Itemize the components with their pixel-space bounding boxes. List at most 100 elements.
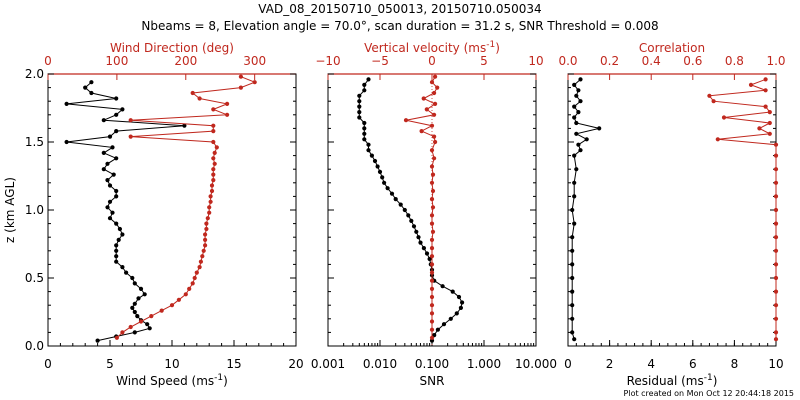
data-point bbox=[207, 205, 212, 210]
data-point bbox=[429, 278, 435, 283]
data-point bbox=[570, 289, 575, 294]
data-point bbox=[429, 180, 435, 185]
data-point bbox=[101, 167, 106, 172]
data-point bbox=[128, 324, 133, 330]
top-tick-label: 5 bbox=[480, 54, 488, 68]
x-axis-label-text: Residual (ms bbox=[627, 374, 704, 388]
data-point bbox=[418, 240, 423, 245]
data-point bbox=[183, 292, 188, 297]
data-point bbox=[176, 297, 181, 302]
x-tick-label: 5 bbox=[106, 357, 114, 371]
data-point bbox=[433, 74, 438, 79]
data-point bbox=[429, 237, 435, 242]
data-point bbox=[430, 229, 436, 234]
data-point bbox=[429, 246, 435, 251]
data-point bbox=[763, 104, 768, 109]
x-tick-label: 8 bbox=[731, 357, 739, 371]
data-point bbox=[116, 237, 121, 242]
x-axis-label: Residual (ms-1) bbox=[627, 373, 718, 388]
x-tick-label: 0.001 bbox=[311, 357, 345, 371]
data-point bbox=[398, 202, 403, 207]
x-axis-label-text: Wind Speed (ms bbox=[116, 374, 214, 388]
data-point bbox=[429, 164, 435, 169]
data-point bbox=[372, 158, 378, 164]
data-point bbox=[597, 126, 602, 131]
data-point bbox=[197, 96, 202, 101]
data-point bbox=[211, 178, 216, 183]
y-tick-label: 2.0 bbox=[25, 67, 44, 81]
top-tick-label: 300 bbox=[243, 54, 266, 68]
data-point bbox=[209, 183, 215, 188]
top-tick-label: 10 bbox=[528, 54, 543, 68]
data-point bbox=[110, 145, 115, 150]
top-axis-label: Vertical velocity (ms-1) bbox=[364, 40, 500, 55]
data-point bbox=[570, 262, 575, 267]
data-point bbox=[773, 303, 779, 308]
data-point bbox=[120, 330, 125, 335]
data-point bbox=[89, 80, 94, 85]
data-point bbox=[711, 99, 716, 104]
data-point bbox=[362, 137, 367, 142]
data-point bbox=[574, 120, 579, 126]
x-tick-label: 10 bbox=[768, 357, 783, 371]
x-axis-label-close: ) bbox=[713, 374, 718, 388]
top-tick-label: 0.6 bbox=[683, 54, 702, 68]
data-point bbox=[204, 221, 209, 226]
data-point bbox=[114, 221, 119, 226]
data-point bbox=[721, 115, 727, 120]
data-point bbox=[430, 172, 436, 177]
data-point bbox=[120, 232, 125, 237]
data-point bbox=[120, 107, 125, 112]
data-point bbox=[130, 275, 135, 281]
data-point bbox=[440, 284, 445, 289]
data-point bbox=[212, 161, 217, 166]
data-point bbox=[429, 311, 435, 316]
data-point bbox=[572, 194, 577, 199]
data-point bbox=[366, 148, 371, 153]
data-point bbox=[101, 118, 106, 123]
data-point bbox=[572, 221, 577, 226]
data-point bbox=[252, 80, 257, 85]
data-point bbox=[450, 289, 455, 294]
data-point bbox=[419, 129, 424, 134]
top-axis-label-exponent: -1 bbox=[486, 40, 495, 50]
data-point bbox=[427, 256, 432, 262]
data-point bbox=[432, 134, 437, 139]
data-point bbox=[375, 164, 380, 169]
data-point bbox=[114, 188, 119, 194]
data-point bbox=[773, 262, 779, 267]
data-point bbox=[211, 172, 216, 177]
x-axis-label: Wind Speed (ms-1) bbox=[116, 373, 228, 388]
data-point bbox=[572, 115, 577, 120]
data-point bbox=[429, 294, 435, 300]
data-point bbox=[204, 226, 209, 232]
data-point bbox=[429, 303, 435, 308]
top-tick-label: 200 bbox=[174, 54, 197, 68]
plot-footer: Plot created on Mon Oct 12 20:44:18 2015 bbox=[624, 389, 794, 398]
data-point bbox=[748, 82, 754, 87]
data-point bbox=[369, 153, 374, 158]
data-point bbox=[578, 99, 583, 104]
data-point bbox=[107, 199, 113, 204]
data-point bbox=[147, 326, 152, 331]
data-point bbox=[208, 194, 213, 199]
data-point bbox=[211, 129, 216, 134]
data-point bbox=[421, 246, 426, 251]
series-snr bbox=[357, 77, 465, 343]
data-point bbox=[574, 131, 579, 136]
data-point bbox=[424, 251, 430, 256]
title-line-1: VAD_08_20150710_050013, 20150710.050034 bbox=[258, 2, 541, 16]
data-point bbox=[773, 194, 779, 199]
x-tick-label: 0.100 bbox=[415, 357, 449, 371]
top-axis-label: Correlation bbox=[639, 41, 705, 55]
data-point bbox=[570, 316, 575, 321]
data-point bbox=[362, 126, 367, 131]
data-point bbox=[773, 275, 779, 281]
data-point bbox=[214, 145, 219, 150]
data-point bbox=[225, 112, 230, 117]
top-tick-label: 100 bbox=[105, 54, 128, 68]
data-point bbox=[366, 77, 371, 82]
data-point bbox=[362, 131, 367, 136]
data-point bbox=[429, 270, 435, 275]
data-point bbox=[574, 93, 579, 98]
